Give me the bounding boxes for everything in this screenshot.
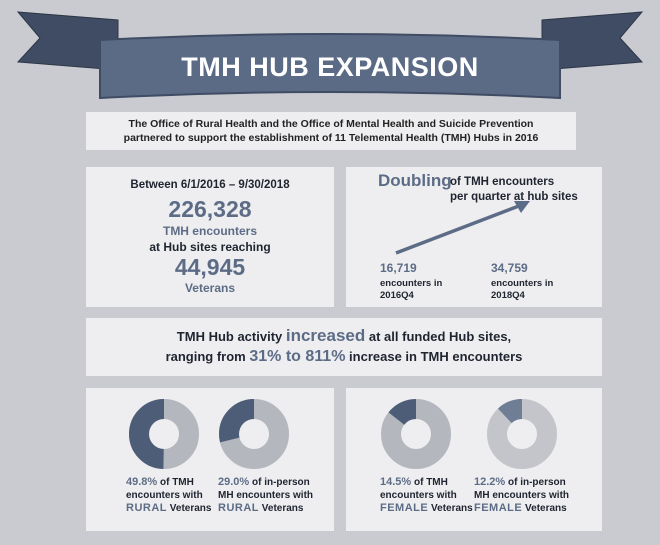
encounters-count: 226,328	[168, 196, 252, 222]
activity-range: 31% to 811%	[249, 348, 346, 365]
activity-text-a: TMH Hub activity	[176, 329, 286, 344]
female-inperson-caption: 12.2% of in-person MH encounters with FE…	[474, 476, 570, 514]
end-label-1: encounters in	[491, 278, 554, 289]
doubling-headline-line2: per quarter at hub sites	[450, 191, 578, 203]
period-text: Between 6/1/2016 – 9/30/2018	[130, 179, 290, 191]
page-title: TMH HUB EXPANSION	[181, 52, 479, 82]
intro-line-2: partnered to support the establishment o…	[123, 132, 539, 144]
start-label-2: 2016Q4	[380, 290, 414, 301]
encounters-panel: Between 6/1/2016 – 9/30/2018 226,328 TMH…	[86, 167, 334, 307]
female-tmh-donut	[381, 399, 451, 469]
activity-text-d: ranging from	[165, 349, 250, 364]
activity-text-c: at all funded Hub sites,	[365, 329, 512, 344]
rural-inperson-donut	[219, 399, 289, 469]
intro-panel: The Office of Rural Health and the Offic…	[86, 112, 576, 150]
veterans-count: 44,945	[174, 254, 246, 280]
activity-line-2: ranging from 31% to 811% increase in TMH…	[86, 348, 602, 366]
encounters-label: TMH encounters	[162, 224, 257, 238]
title-banner	[16, 11, 644, 100]
activity-line-1: TMH Hub activity increased at all funded…	[86, 326, 602, 346]
veterans-label: Veterans	[184, 281, 236, 295]
female-tmh-caption: 14.5% of TMH encounters with FEMALE Vete…	[380, 476, 473, 514]
rural-tmh-caption: 49.8% of TMH encounters with RURAL Veter…	[126, 476, 212, 514]
rural-tmh-donut	[129, 399, 199, 469]
end-label-2: 2018Q4	[491, 290, 525, 301]
growth-arrow	[395, 201, 530, 255]
rural-panel: 49.8% of TMH encounters with RURAL Veter…	[86, 388, 334, 531]
rural-inperson-caption: 29.0% of in-person MH encounters with RU…	[218, 476, 314, 514]
doubling-headline: Doubling	[378, 171, 452, 190]
female-panel: 14.5% of TMH encounters with FEMALE Vete…	[346, 388, 602, 531]
doubling-panel: Doubling of TMH encounters per quarter a…	[346, 167, 602, 307]
intro-line-1: The Office of Rural Health and the Offic…	[128, 118, 534, 130]
end-value: 34,759	[491, 261, 528, 275]
female-inperson-donut	[487, 399, 557, 469]
activity-increased: increased	[285, 326, 366, 345]
activity-panel: TMH Hub activity increased at all funded…	[86, 318, 602, 376]
doubling-headline-rest: of TMH encounters	[450, 176, 555, 188]
start-label-1: encounters in	[380, 278, 443, 289]
reaching-text: at Hub sites reaching	[149, 240, 271, 254]
start-value: 16,719	[380, 261, 417, 275]
activity-text-f: increase in TMH encounters	[345, 349, 523, 364]
